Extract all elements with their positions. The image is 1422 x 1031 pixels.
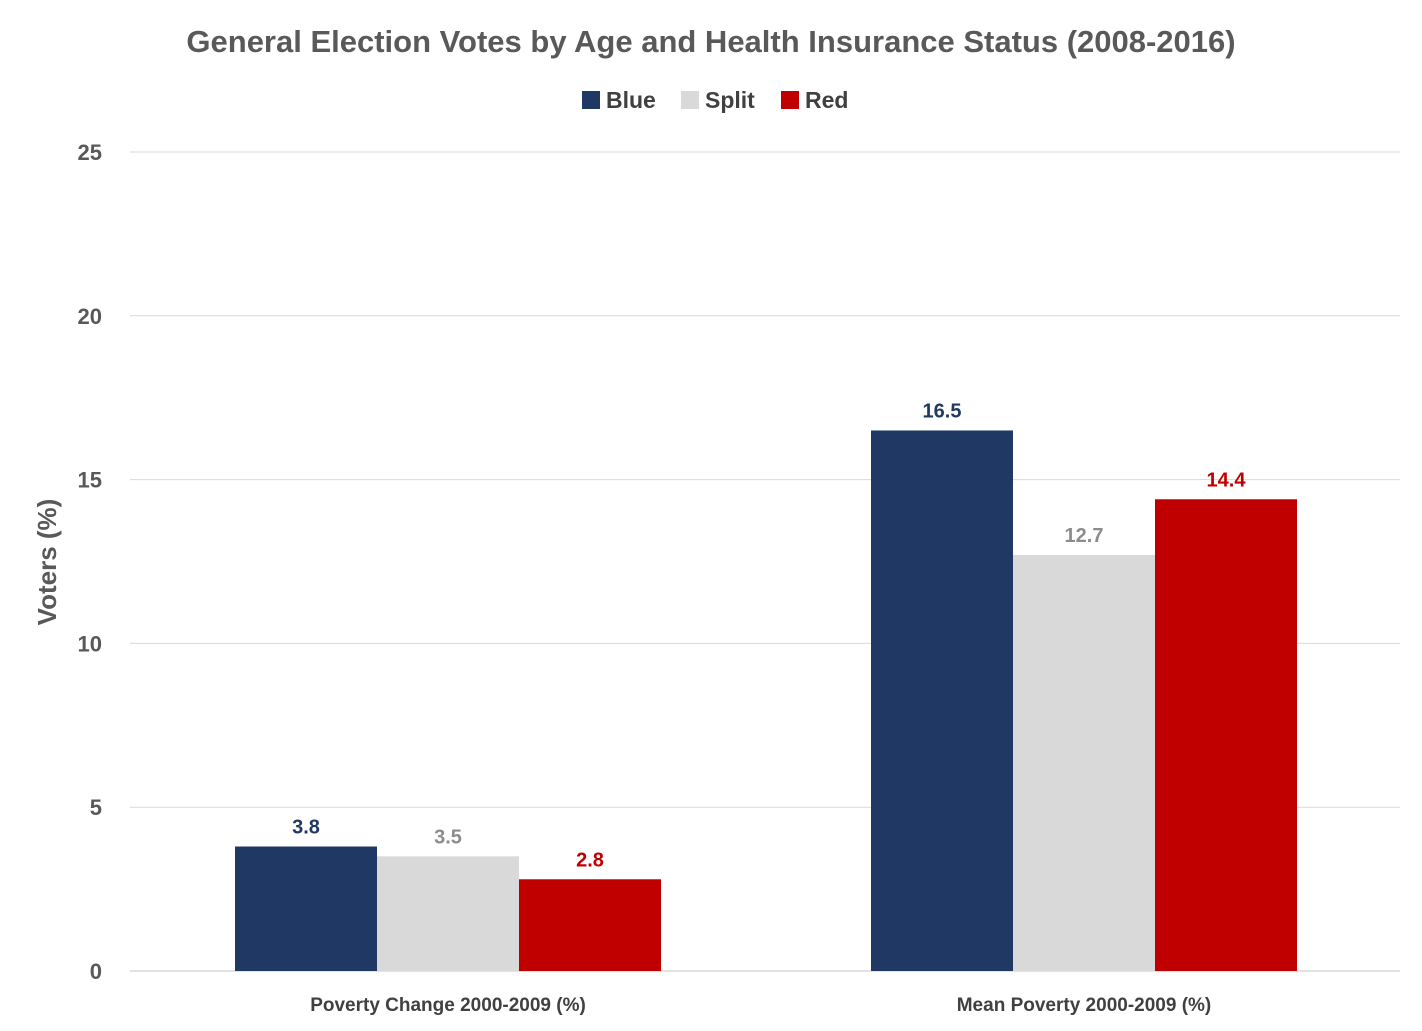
legend-swatch-red [781,91,799,109]
legend-label-split: Split [705,87,755,113]
y-tick-label-20: 20 [78,304,102,329]
y-tick-label-25: 25 [78,140,102,165]
data-label-red-1: 14.4 [1207,469,1247,491]
bar-blue-0 [235,846,377,971]
y-tick-label-5: 5 [90,795,102,820]
y-axis-ticks: 0 5 10 15 20 25 [78,140,102,984]
chart-title: General Election Votes by Age and Health… [186,24,1235,59]
data-label-blue-0: 3.8 [292,817,320,839]
legend-label-blue: Blue [606,87,656,113]
bars [235,430,1297,972]
bar-red-1 [1155,499,1297,971]
category-label-1: Mean Poverty 2000-2009 (%) [957,995,1212,1016]
legend-swatch-split [681,91,699,109]
legend: Blue Split Red [582,87,848,113]
data-label-split-1: 12.7 [1065,525,1104,547]
data-label-split-0: 3.5 [434,826,462,848]
y-tick-label-0: 0 [90,959,102,984]
legend-swatch-blue [582,91,600,109]
data-labels: 3.8 3.5 2.8 16.5 12.7 14.4 [292,400,1246,871]
bar-red-0 [519,879,661,971]
x-axis-categories: Poverty Change 2000-2009 (%) Mean Poverty… [310,995,1211,1016]
bar-split-1 [1013,554,1155,971]
data-label-red-0: 2.8 [576,849,604,871]
y-tick-label-10: 10 [78,631,102,656]
legend-label-red: Red [805,87,848,113]
bar-blue-1 [871,430,1013,972]
category-label-0: Poverty Change 2000-2009 (%) [310,995,586,1016]
y-axis-label: Voters (%) [32,499,62,626]
bar-split-0 [377,856,519,971]
data-label-blue-1: 16.5 [923,400,962,422]
y-tick-label-15: 15 [78,468,102,493]
